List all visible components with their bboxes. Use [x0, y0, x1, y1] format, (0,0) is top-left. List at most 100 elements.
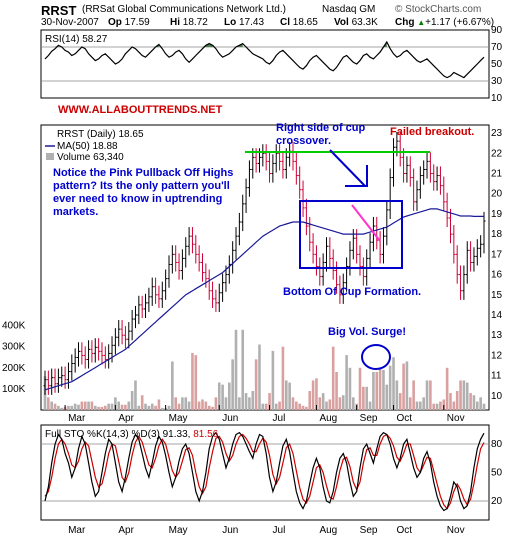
volume-bar	[305, 406, 308, 410]
volume-bar	[321, 393, 325, 410]
volume-bar	[217, 382, 221, 410]
volume-legend-swatch	[46, 153, 54, 160]
volume-bar	[177, 403, 181, 410]
volume-bar	[104, 405, 107, 410]
failed-breakout-annotation: Failed breakout.	[390, 126, 475, 138]
quote-date: 30-Nov-2007	[41, 17, 99, 28]
volume-bar	[57, 405, 60, 410]
volume-bar	[261, 403, 265, 410]
volume-bar	[352, 397, 355, 410]
volume-bar	[479, 397, 482, 410]
price-panel-frame	[40, 124, 490, 411]
volume-bar	[284, 380, 288, 410]
volume-bar	[258, 344, 261, 410]
price-tick-label: 13	[491, 330, 503, 341]
volume-bar	[385, 384, 389, 410]
watermark: © StockCharts.com	[395, 4, 482, 15]
volume-bar	[150, 403, 154, 410]
volume-bar	[402, 363, 405, 410]
volume-bar	[318, 397, 322, 410]
volume-tick-label: 400K	[2, 321, 26, 332]
volume-bar	[335, 372, 338, 410]
volume-bar	[459, 380, 462, 410]
volume-bar	[167, 405, 171, 410]
volume-bar	[83, 401, 87, 410]
volume-bar	[130, 391, 134, 410]
volume-bar	[73, 403, 77, 410]
volume-bar	[291, 397, 295, 410]
volume-bar	[50, 401, 54, 410]
sto-d-line	[44, 433, 485, 510]
month-label: Oct	[397, 413, 413, 424]
volume-bar	[60, 407, 64, 410]
volume-bar	[171, 361, 174, 410]
price-tick-label: 22	[491, 148, 503, 159]
volume-bar	[395, 380, 399, 410]
volume-bar	[398, 393, 402, 410]
volume-bar	[362, 386, 365, 410]
price-tick-label: 12	[491, 350, 503, 361]
volume-label: Volume 63,340	[57, 152, 124, 163]
volume-bar	[67, 405, 70, 410]
volume-bar	[325, 401, 328, 410]
volume-bar	[224, 397, 228, 410]
volume-bar	[87, 401, 90, 410]
quote-high: Hi 18.72	[170, 17, 208, 28]
website-annotation: WWW.ALLABOUTTRENDS.NET	[58, 104, 223, 116]
rsi-tick-label: 50	[491, 59, 503, 70]
quote-change: Chg ▲+1.17 (+6.67%)	[395, 17, 495, 28]
volume-bar	[301, 405, 305, 410]
volume-bar	[251, 391, 255, 410]
sto-tick-label: 50	[491, 468, 503, 479]
volume-bar	[298, 403, 301, 410]
volume-bar	[248, 397, 251, 410]
volume-bar	[137, 405, 141, 410]
volume-bar	[160, 407, 164, 410]
month-label: Jun	[222, 525, 238, 536]
volume-bar	[378, 367, 382, 410]
volume-bar	[110, 403, 114, 410]
volume-bar	[268, 393, 271, 410]
volume-bar	[358, 367, 362, 410]
volume-bar	[174, 397, 177, 410]
volume-bar	[445, 367, 449, 410]
quote-low: Lo 17.43	[224, 17, 265, 28]
price-tick-label: 14	[491, 310, 503, 321]
rsi-layer	[41, 40, 489, 82]
volume-bar	[254, 359, 258, 410]
volume-bar	[144, 403, 147, 410]
volume-bar	[228, 382, 231, 410]
volume-bar	[295, 401, 298, 410]
price-tick-label: 21	[491, 169, 503, 180]
rsi-tick-label: 30	[491, 76, 503, 87]
volume-bar	[53, 403, 57, 410]
ticker-symbol: RRST	[41, 3, 77, 18]
volume-bar	[244, 393, 248, 410]
volume-tick-label: 100K	[2, 384, 26, 395]
volume-bar	[93, 405, 97, 410]
sto-k-line	[44, 431, 485, 512]
volume-bar	[127, 401, 131, 410]
volume-bar	[288, 382, 291, 410]
crossover-arrow-line	[329, 149, 366, 187]
volume-bar	[234, 329, 238, 410]
volume-bar	[194, 355, 198, 410]
price-tick-label: 18	[491, 229, 503, 240]
sto-tick-label: 20	[491, 496, 503, 507]
volume-bar	[472, 395, 476, 410]
volume-bar	[140, 395, 144, 410]
month-label: Sep	[360, 525, 378, 536]
volume-bar	[429, 380, 432, 410]
right-side-annotation: Right side of cup crossover.	[276, 122, 366, 147]
volume-bar	[415, 401, 419, 410]
rsi-tick-label: 10	[491, 93, 503, 104]
volume-bar	[271, 350, 275, 410]
pink-pullback-line	[351, 204, 381, 242]
month-label: Aug	[319, 413, 337, 424]
month-label: May	[169, 413, 188, 424]
volume-bar	[120, 404, 124, 410]
volume-bar	[77, 404, 80, 410]
volume-bar	[181, 397, 184, 410]
quote-open: Op 17.59	[108, 17, 150, 28]
